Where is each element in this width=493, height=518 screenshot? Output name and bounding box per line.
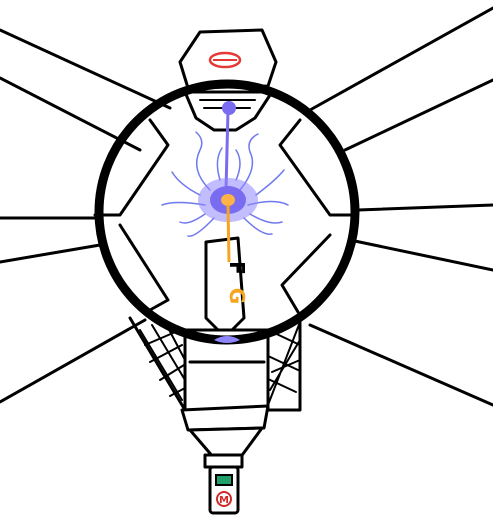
top-cap: [178, 28, 278, 90]
spine-letter-f: F: [225, 261, 249, 275]
strut-lower-left: [0, 318, 147, 404]
m-badge-icon: [216, 491, 232, 507]
strut-lower-right: [308, 323, 493, 407]
energy-beam: [226, 204, 231, 263]
strut-mid-left-2: [0, 243, 102, 264]
green-indicator-icon: [215, 474, 233, 486]
strut-upper-left: [0, 28, 172, 110]
red-disc-emblem-icon: [208, 51, 242, 69]
strut-upper-left-2: [0, 76, 142, 152]
cradle-webbing-right: [265, 321, 301, 406]
badge-letter: M: [219, 495, 229, 506]
cradle-lip: [180, 404, 270, 432]
right-upper-arm: [278, 118, 357, 217]
strut-mid-right-2: [348, 238, 493, 272]
strut-upper-right-2: [343, 78, 493, 152]
upper-beam: [224, 109, 230, 191]
plasma-assembly: [161, 101, 289, 343]
stem-collar: [203, 453, 244, 469]
cradle-webbing-left: [139, 321, 186, 401]
spine-letter-g: G: [225, 288, 249, 304]
upper-emitter: [222, 101, 236, 115]
support-struts: [0, 6, 493, 407]
plasma-tendrils: [161, 131, 289, 237]
energy-hotspot: [221, 194, 235, 206]
spine-lettering: F G: [225, 261, 249, 304]
stem-assembly: M: [188, 426, 264, 515]
ring-armatures: [93, 90, 357, 332]
strut-mid-right: [356, 203, 493, 212]
left-upper-arm: [93, 118, 170, 217]
lower-spine-panel: [204, 236, 246, 332]
left-lower-arm: [118, 223, 170, 312]
lower-cradle: [128, 316, 302, 432]
strut-upper-right: [308, 6, 493, 112]
lower-emitter: [214, 336, 240, 343]
right-lower-arm: [280, 233, 332, 314]
